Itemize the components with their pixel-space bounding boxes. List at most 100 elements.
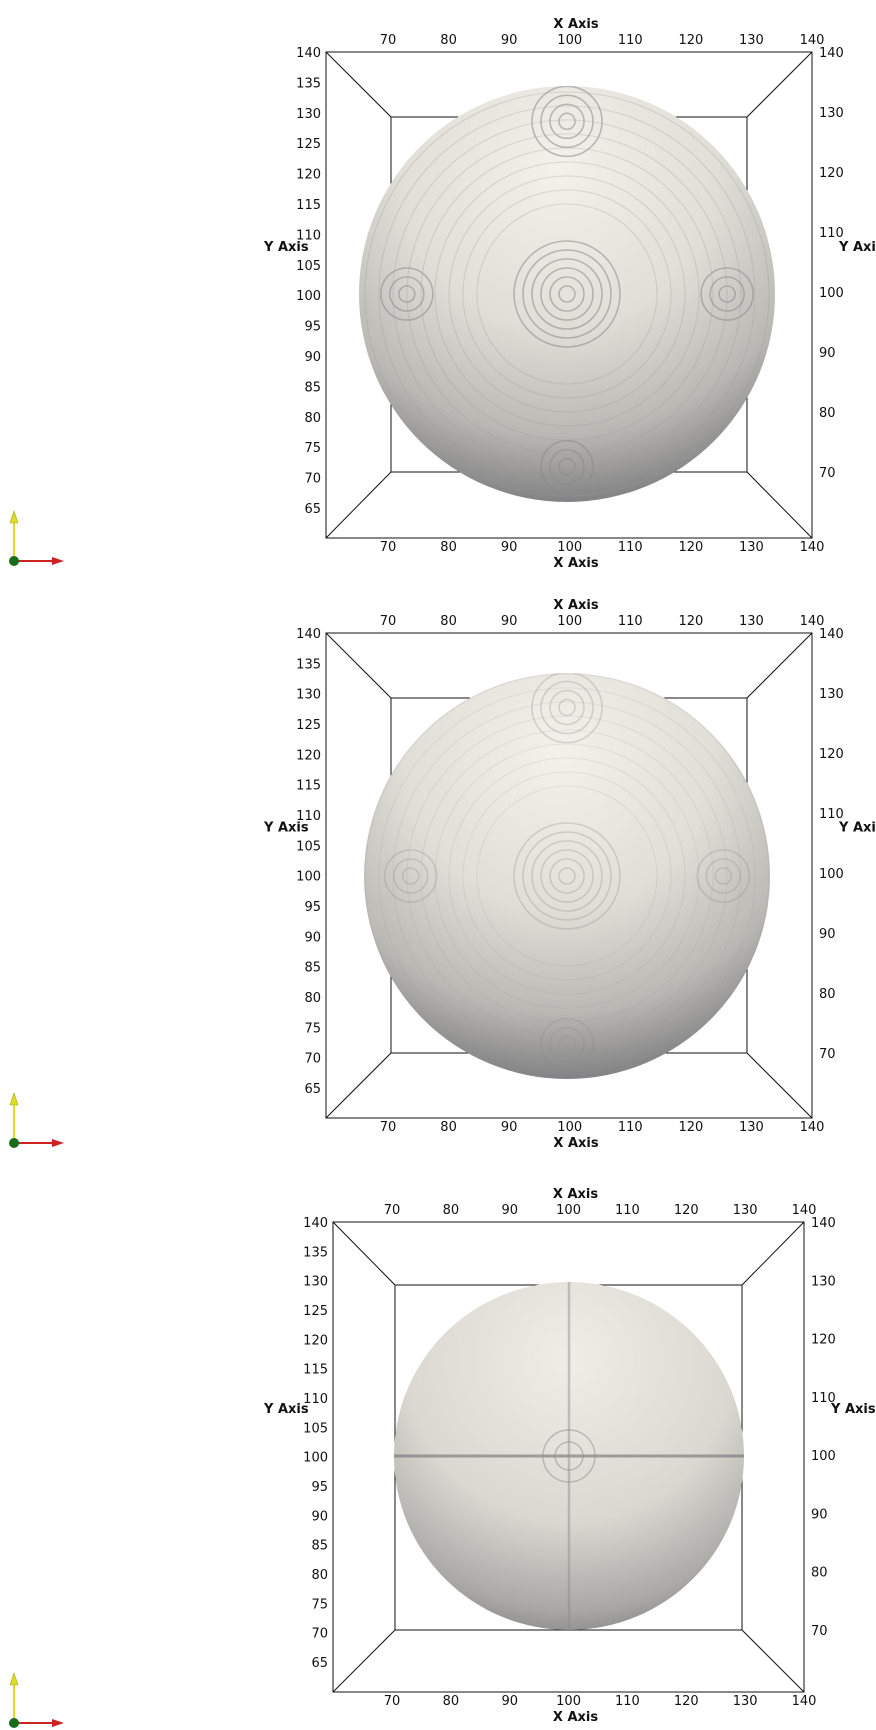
box-edge [746,632,813,699]
x-axis-title-top: X Axis [553,17,598,32]
y-tick-label-left: 105 [303,1421,328,1436]
terrace-ring [549,276,585,312]
terrace-ring [558,698,576,717]
terrace-ring [448,757,686,995]
y-tick-label-left: 70 [304,472,321,487]
x-tick-label-bottom: 130 [733,1694,758,1709]
y-tick-label-right: 70 [819,466,836,481]
y-tick-label-left: 125 [296,718,321,733]
x-tick-label-bottom: 80 [440,1120,457,1135]
y-tick-label-left: 85 [311,1539,328,1554]
pole-ring [542,1429,596,1483]
y-tick-label-left: 90 [311,1509,328,1524]
x-tick-label-top: 110 [618,614,643,629]
terrace-ring [709,276,745,312]
y-tick-label-right: 130 [819,106,844,121]
y-tick-label-right: 130 [819,687,844,702]
terrace-ring [434,161,700,427]
y-tick-label-left: 80 [304,991,321,1006]
x-tick-label-top: 100 [556,1203,581,1218]
axes-triad-icon [9,1672,64,1728]
x-tick-label-top: 90 [501,614,518,629]
terrace-ring [549,858,585,894]
y-tick-label-left: 70 [311,1627,328,1642]
terrace-ring [392,701,742,1051]
y-tick-label-left: 85 [304,380,321,395]
sphere-surface [364,673,770,1079]
y-tick-label-left: 110 [303,1392,328,1407]
x-tick-label-bottom: 90 [501,540,518,555]
terrace-ring [406,133,728,455]
terrace-ring [364,91,770,497]
x-tick-label-bottom: 70 [380,1120,397,1135]
panel-smoothed: 7070808090901001001101101201201301301401… [9,1187,876,1728]
box-edge [746,471,813,539]
y-tick-label-left: 130 [296,107,321,122]
box-edge [325,1052,392,1119]
y-tick-label-right: 100 [819,867,844,882]
terrace-ring [398,285,416,303]
sphere-body [364,673,770,1079]
box-edge [325,471,392,539]
y-tick-label-left: 100 [296,289,321,304]
y-tick-label-left: 95 [304,900,321,915]
x-tick-label-top: 120 [678,614,703,629]
terrace-ring [531,673,603,744]
terrace-ring [714,867,733,885]
x-tick-label-bottom: 140 [800,1120,825,1135]
x-tick-label-top: 130 [733,1203,758,1218]
panel-voxelized: 7070808090901001001101101201201301301401… [9,17,876,571]
x-tick-label-bottom: 100 [557,540,582,555]
outer-bounding-box [332,1221,805,1693]
y-tick-label-right: 140 [819,46,844,61]
pole-ring [554,1441,584,1471]
terrace-ring [389,276,425,312]
y-tick-label-right: 70 [811,1624,828,1639]
axes-triad-icon [9,1092,64,1148]
terrace-ring [420,729,714,1023]
y-tick-label-left: 70 [304,1052,321,1067]
box-edge [332,1221,396,1286]
box-edge [332,1629,396,1693]
box-edge [741,1221,805,1286]
sphere-texture [364,673,770,1079]
y-tick-label-left: 125 [303,1304,328,1319]
terrace-ring [705,858,742,894]
x-tick-label-bottom: 80 [443,1694,460,1709]
x-axis-title-bottom: X Axis [553,1710,598,1725]
terrace-ring [558,285,576,303]
y-tick-label-left: 130 [296,688,321,703]
terrace-ring [522,831,612,921]
x-tick-label-top: 90 [501,1203,518,1218]
box-edge [746,1052,813,1119]
y-tick-label-left: 115 [296,198,321,213]
x-tick-label-top: 100 [557,614,582,629]
terrace-ring [378,687,756,1065]
x-tick-label-bottom: 110 [618,540,643,555]
y-tick-label-left: 140 [296,46,321,61]
sphere-texture [359,86,775,502]
y-tick-label-right: 90 [819,927,836,942]
terrace-ring [558,112,576,131]
x-tick-label-top: 130 [739,33,764,48]
x-tick-label-top: 140 [800,614,825,629]
terrace-ring [718,285,736,303]
y-tick-label-left: 75 [304,1021,321,1036]
terrace-ring [513,240,621,348]
terrace-ring [380,267,434,321]
box-edge [741,1629,805,1693]
y-tick-label-right: 120 [819,747,844,762]
y-tick-label-left: 110 [296,228,321,243]
y-tick-label-left: 100 [296,870,321,885]
terrace-ring [531,86,603,158]
x-tick-label-bottom: 70 [384,1694,401,1709]
x-tick-label-top: 70 [380,614,397,629]
x-tick-label-top: 100 [557,33,582,48]
terrace-ring [531,840,603,912]
y-tick-label-left: 75 [304,441,321,456]
y-tick-label-left: 90 [304,350,321,365]
x-tick-label-bottom: 90 [501,1120,518,1135]
y-tick-label-right: 100 [811,1449,836,1464]
y-tick-label-left: 65 [304,1082,321,1097]
